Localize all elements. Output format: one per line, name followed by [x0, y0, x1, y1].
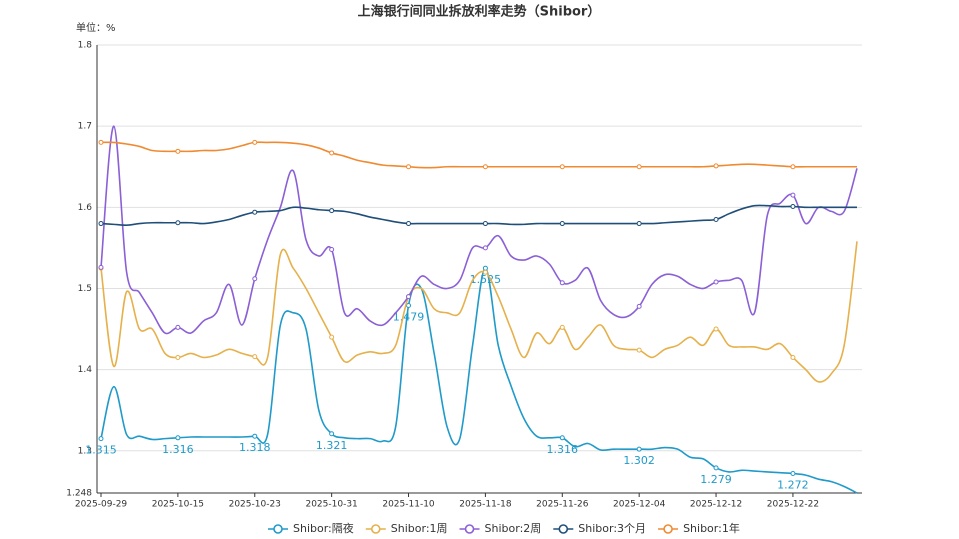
- point-marker: [329, 208, 335, 214]
- point-marker: [406, 164, 412, 170]
- point-marker: [713, 216, 719, 222]
- point-marker: [790, 471, 796, 477]
- point-marker: [559, 164, 565, 170]
- point-marker: [482, 269, 488, 275]
- point-marker: [406, 303, 412, 309]
- x-tick-label: 2025-11-10: [382, 500, 435, 510]
- legend-label: Shibor:1周: [391, 522, 448, 535]
- point-marker: [252, 139, 258, 145]
- point-marker: [329, 247, 335, 253]
- data-label: 1.479: [393, 311, 425, 324]
- point-marker: [98, 139, 104, 145]
- point-marker: [98, 436, 104, 442]
- data-label: 1.316: [162, 443, 194, 456]
- legend-label: Shibor:隔夜: [293, 521, 354, 535]
- point-marker: [559, 221, 565, 227]
- x-tick-label: 2025-12-12: [690, 500, 742, 510]
- point-marker: [636, 221, 642, 227]
- data-label: 1.525: [470, 273, 502, 286]
- point-marker: [559, 435, 565, 441]
- point-marker: [98, 264, 104, 270]
- point-marker: [252, 354, 258, 360]
- y-tick-label: 1.6: [78, 203, 93, 213]
- x-tick-label: 2025-10-15: [152, 500, 204, 510]
- point-marker: [636, 347, 642, 353]
- y-tick-label: 1.7: [78, 122, 92, 132]
- data-label: 1.279: [700, 473, 732, 486]
- x-tick-label: 2025-09-29: [75, 500, 128, 510]
- point-marker: [636, 164, 642, 170]
- point-marker: [636, 303, 642, 309]
- legend-label: Shibor:3个月: [578, 522, 646, 535]
- legend-label: Shibor:2周: [485, 522, 542, 535]
- point-marker: [790, 354, 796, 360]
- point-marker: [559, 324, 565, 330]
- point-marker: [790, 192, 796, 198]
- legend-icon: [273, 524, 283, 534]
- point-marker: [175, 148, 181, 154]
- series-line: [100, 241, 858, 383]
- point-marker: [636, 446, 642, 452]
- x-tick-label: 2025-12-22: [767, 500, 819, 510]
- point-marker: [406, 294, 412, 300]
- y-tick-label: 1.3: [78, 446, 92, 456]
- point-marker: [175, 435, 181, 441]
- point-marker: [252, 276, 258, 282]
- legend-icon: [464, 524, 475, 534]
- point-marker: [482, 221, 488, 227]
- point-marker: [790, 164, 796, 170]
- series-line: [100, 141, 857, 169]
- legend-icon: [663, 524, 673, 534]
- legend-label: Shibor:1年: [683, 521, 740, 535]
- point-marker: [713, 279, 719, 285]
- series-line: [100, 204, 857, 226]
- point-marker: [482, 245, 488, 251]
- series-line: [100, 267, 858, 494]
- point-marker: [329, 431, 335, 437]
- data-label: 1.302: [623, 454, 655, 467]
- point-marker: [329, 334, 335, 340]
- x-tick-label: 2025-11-26: [536, 500, 589, 510]
- point-marker: [559, 280, 565, 286]
- chart-title: 上海银行间同业拆放利率走势（Shibor）: [358, 4, 601, 20]
- x-tick-label: 2025-11-18: [459, 500, 512, 510]
- point-marker: [482, 164, 488, 170]
- point-marker: [252, 433, 258, 439]
- data-label: 1.315: [85, 444, 117, 457]
- x-tick-label: 2025-10-31: [305, 500, 357, 510]
- point-marker: [329, 150, 335, 156]
- data-label: 1.318: [239, 441, 271, 454]
- series-line: [100, 125, 858, 335]
- data-label: 1.321: [316, 439, 348, 452]
- point-marker: [252, 209, 258, 215]
- data-label: 1.272: [777, 479, 809, 492]
- point-marker: [175, 354, 181, 360]
- point-marker: [713, 326, 719, 332]
- x-tick-label: 2025-12-04: [613, 500, 666, 510]
- point-marker: [98, 221, 104, 227]
- x-tick-label: 2025-10-23: [229, 500, 281, 510]
- y-tick-label: 1.4: [78, 365, 93, 375]
- legend-icon: [558, 524, 569, 534]
- data-label: 1.316: [547, 443, 579, 456]
- point-marker: [406, 221, 412, 227]
- y-tick-label: 1.248: [66, 489, 92, 499]
- point-marker: [713, 465, 719, 471]
- point-marker: [175, 324, 181, 330]
- y-tick-label: 1.8: [78, 41, 93, 51]
- legend-icon: [370, 524, 381, 534]
- y-tick-label: 1.5: [78, 284, 92, 294]
- point-marker: [713, 163, 719, 169]
- unit-label: 单位：%: [76, 21, 116, 34]
- point-marker: [175, 220, 181, 226]
- point-marker: [482, 265, 488, 271]
- point-marker: [790, 204, 796, 210]
